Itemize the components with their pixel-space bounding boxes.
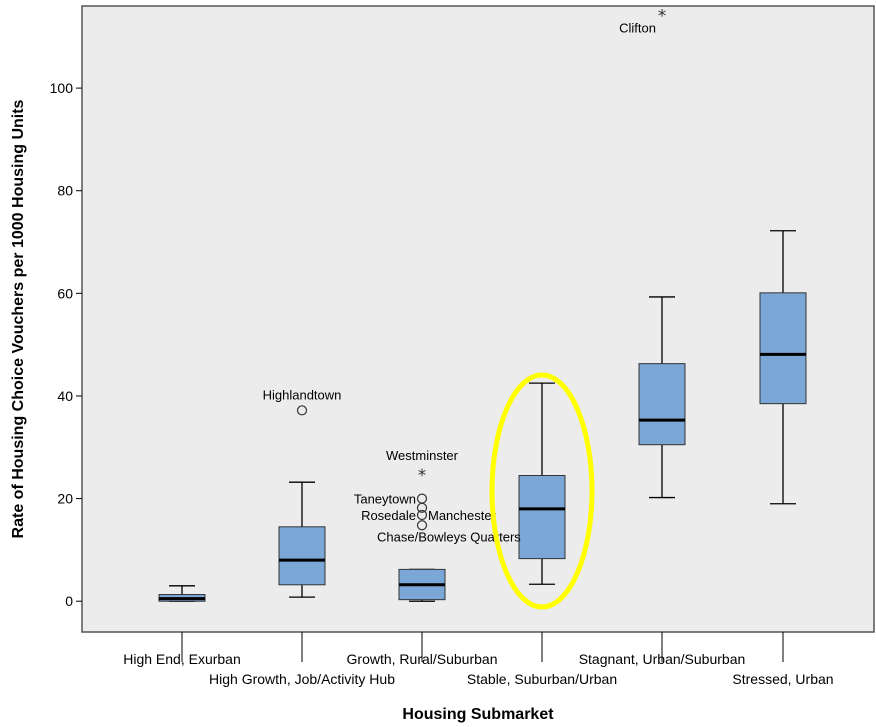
outlier-label: Highlandtown [263,387,342,402]
box-iqr [759,292,807,405]
outlier-star: * [658,7,667,27]
outlier-label: Westminster [386,448,459,463]
outlier-circle [416,502,428,513]
outlier-star: * [418,466,427,486]
box-iqr [638,363,686,446]
plot-area [81,5,875,633]
outlier-circle [416,520,428,531]
outlier-labels: Highlandtown Westminster TaneytownRosedale… [263,21,656,545]
outlier-circle [416,509,428,521]
y-tick-label: 0 [65,593,73,609]
box-0 [158,585,206,602]
x-tick-label: High End, Exurban [123,651,241,667]
outlier-label: Taneytown [354,492,416,507]
box-iqr [518,475,566,560]
x-tick-label: High Growth, Job/Activity Hub [209,671,395,687]
box-5 [759,230,807,505]
x-tick-label: Stagnant, Urban/Suburban [579,651,746,667]
outlier-label: Clifton [619,21,656,36]
x-tick-label: Stable, Suburban/Urban [467,671,617,687]
outlier-circle [296,405,308,416]
outlier-label: Rosedale [361,508,416,523]
y-axis-title: Rate of Housing Choice Vouchers per 1000… [10,99,27,538]
boxes: ** [158,7,807,602]
x-tick-label: Growth, Rural/Suburban [347,651,498,667]
y-tick-label: 20 [57,491,73,507]
x-tick-label: Stressed, Urban [732,671,833,687]
y-tick-label: 80 [57,183,73,199]
y-tick-label: 40 [57,388,73,404]
box-iqr [278,526,326,586]
x-axis-title: Housing Submarket [402,706,554,723]
box-1 [278,405,326,598]
box-3 [518,382,566,585]
outlier-label: Chase/Bowleys Quarters [377,530,521,545]
highlight-ellipse [489,372,595,610]
y-tick-label: 100 [50,80,74,96]
box-4: * [638,7,686,499]
x-axis: High End, Exurban High Growth, Job/Activi… [123,632,834,687]
box-2: * [398,466,446,602]
y-tick-label: 60 [57,285,73,301]
y-axis: 0 20 40 60 80 100 [50,80,82,609]
outlier-label: Manchester [428,508,497,523]
